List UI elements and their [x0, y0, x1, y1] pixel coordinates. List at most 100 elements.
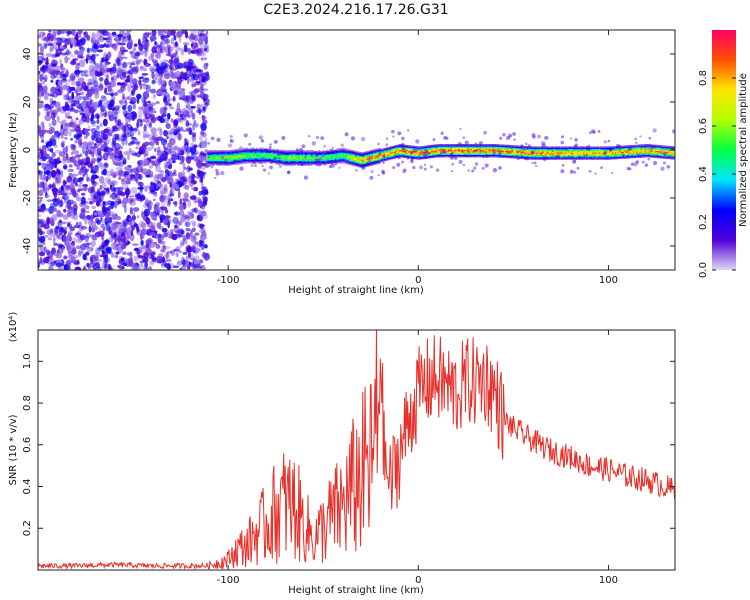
ridge-cell [318, 157, 320, 159]
noise-cell [183, 44, 188, 53]
noise-cell [57, 233, 62, 236]
ridge-cell [217, 160, 220, 163]
noise-cell [45, 249, 50, 256]
ridge-cell [376, 160, 378, 163]
noise-cell [65, 69, 69, 77]
ridge-cell [508, 144, 511, 147]
ridge-cell [412, 154, 415, 156]
ridge-cell [379, 155, 381, 157]
noise-cell [81, 192, 86, 196]
ridge-cell [496, 147, 498, 150]
ridge-cell [216, 153, 219, 155]
ridge-cell [245, 157, 247, 159]
ridge-cell [350, 162, 352, 165]
ridge-cell [348, 160, 351, 162]
noise-cell [100, 223, 105, 229]
ridge-cell [376, 158, 378, 160]
ridge-cell [354, 160, 357, 162]
ridge-cell [385, 152, 387, 154]
ridge-cell [325, 155, 328, 158]
ridge-cell [505, 153, 508, 155]
noise-cell [202, 106, 206, 112]
noise-cell [201, 236, 208, 240]
ridge-cell [322, 163, 325, 165]
noise-cell [46, 32, 52, 40]
ridge-cell [386, 155, 389, 157]
ridge-cell [348, 155, 351, 157]
ridge-cell [383, 153, 386, 156]
ridge-cell [455, 146, 457, 148]
ridge-cell [459, 156, 462, 158]
noise-cell [68, 79, 71, 83]
ridge-cell [432, 155, 435, 157]
noise-cell [76, 196, 82, 202]
ridge-cell [449, 156, 451, 158]
ridge-cell [293, 158, 296, 160]
noise-cell [177, 133, 183, 141]
noise-cell [174, 224, 178, 229]
noise-cell [169, 170, 172, 174]
ridge-cell [459, 148, 462, 151]
ridge-cell [494, 146, 497, 148]
ridge-cell [268, 156, 270, 158]
noise-cell [140, 264, 144, 267]
ridge-cell [213, 162, 216, 164]
noise-cell [53, 70, 58, 79]
ridge-cell [502, 146, 505, 149]
noise-cell [64, 194, 70, 200]
ridge-cell [449, 145, 451, 147]
ridge-cell [426, 157, 428, 159]
noise-cell [75, 101, 79, 107]
ridge-cell [397, 146, 400, 149]
ridge-cell [388, 149, 390, 151]
noise-cell [173, 90, 178, 95]
ridge-cell [444, 154, 447, 157]
ridge-cell [286, 164, 289, 166]
ridge-cell [359, 157, 362, 160]
ridge-cell [499, 155, 502, 157]
noise-cell [129, 233, 135, 242]
noise-cell [122, 61, 128, 69]
noise-cell [130, 140, 136, 145]
ridge-cell [490, 146, 492, 148]
ridge-cell [386, 150, 389, 153]
ridge-cell [281, 155, 284, 157]
noise-cell [89, 47, 93, 52]
ridge-cell [397, 152, 400, 155]
ridge-cell [351, 151, 354, 153]
noise-cell [167, 113, 171, 120]
ridge-cell [275, 160, 278, 163]
ridge-cell [208, 160, 211, 163]
ridge-cell [342, 152, 345, 154]
noise-cell [42, 241, 46, 246]
ridge-cell [290, 163, 293, 165]
ridge-cell [418, 149, 421, 152]
ridge-cell [231, 149, 234, 151]
ridge-cell [328, 151, 331, 154]
ridge-cell [506, 149, 509, 151]
noise-cell [50, 147, 54, 153]
noise-cell [172, 265, 180, 269]
ridge-cell [471, 145, 474, 147]
ridge-cell [227, 152, 229, 154]
noise-cell [120, 37, 126, 45]
ridge-cell [307, 153, 310, 155]
ridge-cell [243, 157, 246, 160]
noise-cell [140, 239, 144, 246]
ridge-cell [280, 150, 282, 152]
noise-cell [104, 263, 108, 269]
ridge-cell [289, 150, 292, 152]
ridge-cell [461, 146, 463, 148]
noise-cell [182, 238, 188, 245]
noise-cell [94, 43, 98, 48]
noise-cell [142, 133, 146, 141]
noise-cell [201, 195, 205, 199]
ridge-cell [333, 161, 336, 164]
ridge-cell [411, 146, 413, 149]
noise-cell [67, 206, 74, 210]
ridge-cell [473, 145, 476, 147]
noise-cell [109, 181, 115, 189]
ridge-cell [330, 159, 333, 162]
ridge-cell [246, 150, 249, 152]
ridge-cell [382, 159, 384, 161]
